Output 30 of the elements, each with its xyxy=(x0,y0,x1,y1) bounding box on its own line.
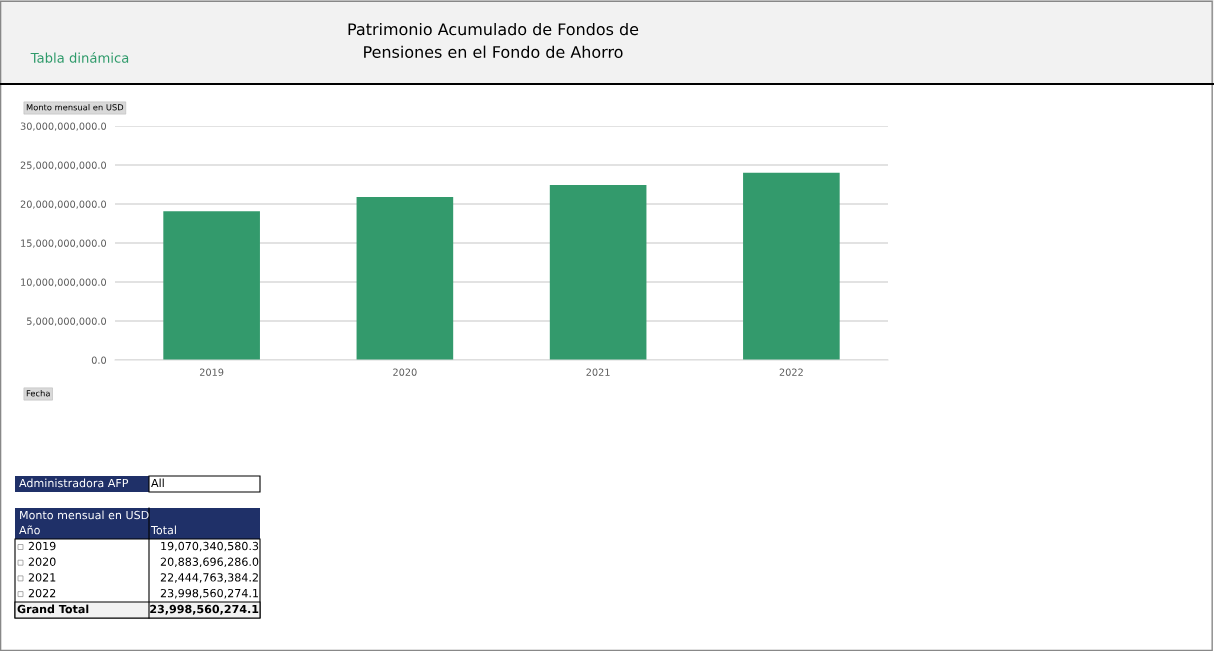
category-label: 2019 xyxy=(28,541,56,551)
text: 19,070,340,580.3 xyxy=(161,541,259,552)
y-tick-label: 15,000,000,000.0 xyxy=(21,239,107,248)
x-tick-label: 2022 xyxy=(779,368,803,376)
y-tick-label: 20,000,000,000.0 xyxy=(20,200,107,209)
text: Grand Total xyxy=(17,604,89,614)
text: Administradora AFP xyxy=(19,478,129,488)
text: 20,883,696,286.0 xyxy=(160,557,259,568)
chart-title: Patrimonio Acumulado de Fondos de Pensiones en el Fondo de Ahorro xyxy=(348,22,639,58)
y-tick-label: 5,000,000,000.0 xyxy=(27,317,107,326)
text: Total xyxy=(150,525,176,535)
category-label: 2022 xyxy=(28,588,56,598)
x-tick-label: 2019 xyxy=(199,368,224,376)
y-axis-title: Monto mensual en USD xyxy=(26,103,124,111)
category-label: 2021 xyxy=(28,573,56,582)
text: 23,998,560,274.1 xyxy=(160,588,258,599)
category-label: 2020 xyxy=(28,557,56,566)
text: 22,444,763,384.2 xyxy=(160,573,258,583)
y-tick-label: 10,000,000,000.0 xyxy=(21,278,107,287)
text: Año xyxy=(19,525,40,535)
x-tick-label: 2020 xyxy=(393,368,417,376)
x-tick-label: 2021 xyxy=(586,368,610,376)
text: Monto mensual en USD xyxy=(20,510,149,520)
text: Fecha xyxy=(26,389,50,397)
text: All xyxy=(151,478,164,488)
y-tick-label: 0.0 xyxy=(91,356,107,364)
text: 23,998,560,274.1 xyxy=(150,604,259,615)
text: Tabla dinámica xyxy=(30,52,129,63)
y-tick-label: 30,000,000,000.0 xyxy=(20,122,107,131)
y-tick-label: 25,000,000,000.0 xyxy=(20,161,107,170)
